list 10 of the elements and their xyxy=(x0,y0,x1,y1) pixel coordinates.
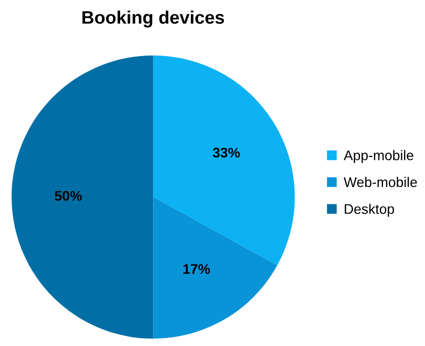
legend-label: Web-mobile xyxy=(344,176,417,188)
legend-label: Desktop xyxy=(344,204,394,217)
data-label: 33% xyxy=(212,148,240,158)
pie-slice xyxy=(153,55,295,266)
data-label: 50% xyxy=(54,190,82,201)
legend-label: App-mobile xyxy=(344,150,414,164)
data-label: 17% xyxy=(183,264,210,274)
pie-slice xyxy=(153,197,278,339)
chart-title: Booking devices xyxy=(82,10,224,28)
pie-slice xyxy=(12,55,154,339)
